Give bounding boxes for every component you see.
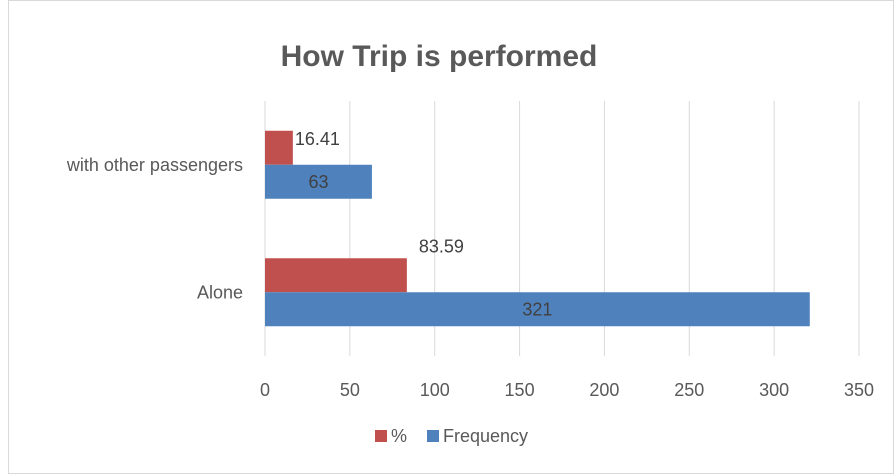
bar-percent xyxy=(265,258,407,293)
x-tick-label: 150 xyxy=(505,380,535,400)
legend-label: % xyxy=(391,426,407,446)
legend-swatch-percent xyxy=(375,430,387,442)
y-category-label: Alone xyxy=(197,282,243,302)
axes: 0 50 100 150 200 250 300 350 with other passenge… xyxy=(66,155,874,400)
bar-chart: How Trip is performed 16.41 63 83.59 321 0 5… xyxy=(66,40,874,446)
chart-title: How Trip is performed xyxy=(281,40,598,73)
bars xyxy=(265,130,810,327)
bar-frequency xyxy=(265,164,372,199)
x-tick-label: 300 xyxy=(759,380,789,400)
chart-frame: How Trip is performed 16.41 63 83.59 321 0 5… xyxy=(8,0,894,474)
x-tick-label: 200 xyxy=(589,380,619,400)
legend: % Frequency xyxy=(375,426,528,446)
x-tick-label: 0 xyxy=(260,380,270,400)
data-labels: 16.41 63 83.59 321 xyxy=(295,129,553,320)
bar-frequency xyxy=(265,292,810,327)
bar-percent xyxy=(265,130,293,165)
y-category-label: with other passengers xyxy=(66,155,243,175)
x-tick-label: 350 xyxy=(844,380,874,400)
gridlines xyxy=(264,101,860,356)
x-tick-label: 250 xyxy=(674,380,704,400)
legend-label: Frequency xyxy=(443,426,528,446)
data-label: 63 xyxy=(308,172,328,192)
data-label: 16.41 xyxy=(295,129,340,149)
x-tick-label: 50 xyxy=(340,380,360,400)
x-tick-label: 100 xyxy=(420,380,450,400)
data-label: 321 xyxy=(522,299,552,319)
data-label: 83.59 xyxy=(419,236,464,256)
legend-swatch-frequency xyxy=(427,430,439,442)
